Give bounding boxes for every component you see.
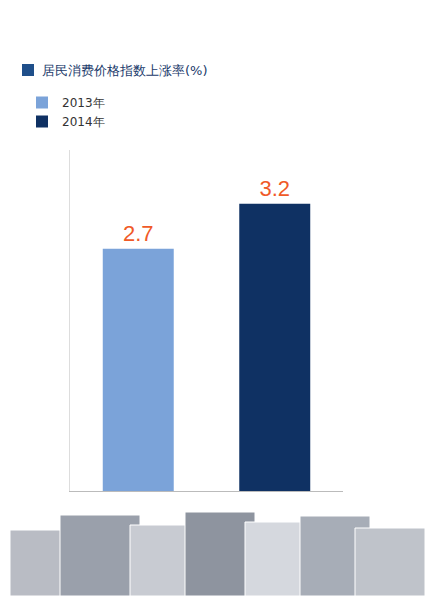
svg-text:2.7: 2.7 [123, 221, 154, 246]
svg-text:居民消费价格指数上涨率(%): 居民消费价格指数上涨率(%) [42, 63, 208, 78]
svg-text:3.2: 3.2 [259, 176, 290, 201]
svg-text:2013年: 2013年 [62, 96, 105, 110]
svg-text:2014年: 2014年 [62, 115, 105, 129]
